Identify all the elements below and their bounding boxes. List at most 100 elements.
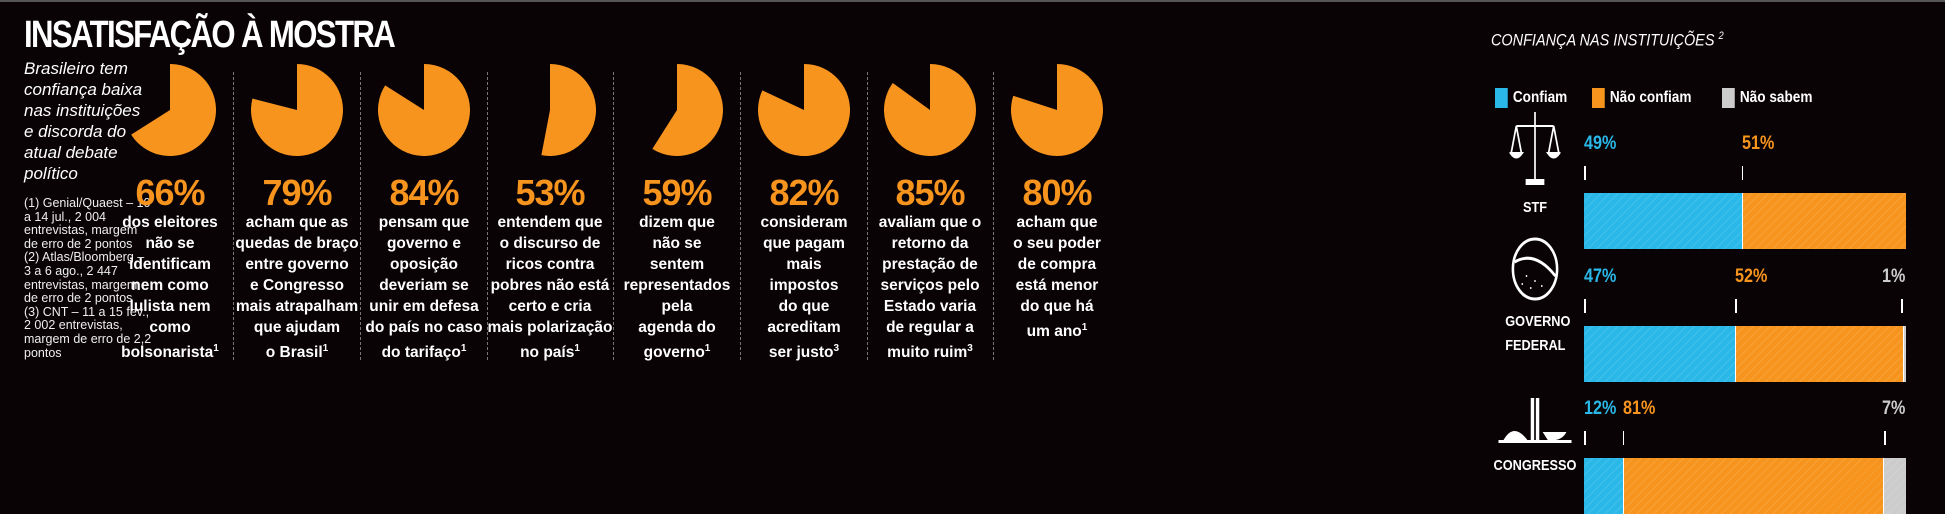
description-line: entendem que	[487, 212, 613, 233]
description-line: oposição	[361, 254, 487, 275]
description-line: de compra	[994, 254, 1120, 275]
scales-of-justice-icon	[1493, 108, 1578, 196]
description-line: dos eleitores	[107, 212, 233, 233]
line-text: agenda do	[638, 319, 716, 336]
footnote-ref: 1	[460, 343, 467, 354]
pie-description: dos eleitores não se identificam nem como lu…	[107, 212, 233, 363]
stacked-bar	[1584, 326, 1906, 382]
description-line: mais polarização	[487, 317, 613, 338]
description-line: mais	[741, 254, 867, 275]
description-line: que pagam	[741, 233, 867, 254]
description-line: que ajudam	[234, 317, 360, 338]
line-text: sentem	[649, 256, 705, 273]
description-line: do que	[741, 296, 867, 317]
value-label: 12%	[1584, 398, 1617, 419]
pie-chart	[131, 64, 217, 156]
divider	[613, 72, 614, 360]
description-line: nem como	[107, 275, 233, 296]
divider	[740, 72, 741, 360]
value-label: 81%	[1622, 398, 1655, 419]
description-line: no país1	[487, 338, 613, 363]
legend-label: Não sabem	[1739, 89, 1813, 106]
stacked-bar	[1584, 193, 1906, 249]
description-line: o seu poder	[994, 233, 1120, 254]
institution-label: CONGRESSO	[1493, 396, 1578, 478]
footnotes: (1) Genial/Quaest – 10 a 14 jul., 2 004 …	[24, 196, 154, 360]
value-label: 51%	[1741, 133, 1775, 154]
line-text: dizem que	[639, 214, 715, 231]
description-line: avaliam que o	[867, 212, 993, 233]
pie-slice	[541, 64, 596, 156]
line-text: acreditam	[767, 319, 841, 336]
description-line: o discurso de	[487, 233, 613, 254]
line-text: nem como	[131, 277, 209, 294]
category-label: CONGRESSO	[1493, 457, 1577, 474]
description-line: pela	[614, 296, 740, 317]
line-text: lulista nem	[129, 298, 211, 315]
value-label: 52%	[1735, 266, 1768, 287]
line-text: do que há	[1020, 298, 1094, 315]
description-line: de regular a	[867, 317, 993, 338]
bar-segment	[1735, 326, 1903, 382]
percent-value: 79%	[262, 172, 332, 213]
bar-segment	[1584, 326, 1736, 382]
value-tick	[1584, 299, 1586, 313]
description-line: Estado varia	[867, 296, 993, 317]
description-line: prestação de	[867, 254, 993, 275]
stacked-bar	[1584, 458, 1906, 514]
line-text: unir em defesa	[369, 298, 479, 315]
pie-item: 79% acham que as quedas de braço entre gove…	[234, 60, 360, 363]
description-line: agenda do	[614, 317, 740, 338]
line-text: entre governo	[245, 256, 349, 273]
pie-description: pensam que governo e oposição deveriam se un…	[361, 212, 487, 363]
description-line: do tarifaço1	[361, 338, 487, 363]
legend-label: Confiam	[1512, 89, 1568, 106]
bar-segment	[1883, 458, 1906, 514]
line-text: como	[149, 319, 191, 336]
line-text: não se	[652, 235, 702, 252]
pie-chart	[1011, 64, 1103, 156]
line-text: serviços pelo	[880, 277, 980, 294]
description-line: bolsonarista1	[107, 338, 233, 363]
description-line: ser justo3	[741, 338, 867, 363]
line-text: muito ruim	[887, 344, 968, 362]
description-line: pensam que	[361, 212, 487, 233]
description-line: ricos contra	[487, 254, 613, 275]
line-text: acham que	[1016, 214, 1098, 231]
pie-item: 82% consideram que pagam mais impostos do que…	[741, 60, 867, 363]
pie-description: acham que o seu poder de compra está menor d…	[994, 212, 1120, 342]
line-text: avaliam que o	[878, 214, 982, 231]
description-line: certo e cria	[487, 296, 613, 317]
description-line: consideram	[741, 212, 867, 233]
footnote: (1) Genial/Quaest – 10 a 14 jul., 2 004 …	[24, 196, 151, 251]
description-line: um ano1	[994, 317, 1120, 342]
percent-value: 80%	[1022, 172, 1092, 213]
divider	[487, 72, 488, 360]
divider	[360, 72, 361, 360]
line-text: pensam que	[378, 214, 470, 231]
bar-segment	[1584, 193, 1742, 249]
pie-description: dizem que não se sentem representados pela ag…	[614, 212, 740, 363]
line-text: e Congresso	[250, 277, 344, 294]
line-text: mais	[786, 256, 822, 273]
line-text: quedas de braço	[235, 235, 359, 252]
line-text: entendem que	[497, 214, 603, 231]
legend-label: Não confiam	[1609, 89, 1692, 106]
pie-slice	[758, 64, 850, 156]
category-label: GOVERNO FEDERAL	[1505, 313, 1571, 354]
pie-item: 59% dizem que não se sentem representados pel…	[614, 60, 740, 363]
line-text: que pagam	[763, 235, 845, 252]
category-label: STF	[1522, 199, 1548, 216]
bar-segment	[1584, 458, 1623, 514]
percent-value: 53%	[515, 172, 585, 213]
line-text: que ajudam	[253, 319, 341, 336]
value-tick	[1584, 166, 1586, 180]
pie-chart	[652, 64, 723, 156]
line-text: impostos	[769, 277, 839, 294]
legend-item: Não sabem	[1722, 88, 1812, 108]
pie-slice	[251, 64, 343, 156]
footnote-ref: 1	[213, 343, 219, 354]
pie-item: 66% dos eleitores não se identificam nem com…	[107, 60, 233, 363]
line-text: prestação de	[882, 256, 978, 273]
description-line: sentem	[614, 254, 740, 275]
